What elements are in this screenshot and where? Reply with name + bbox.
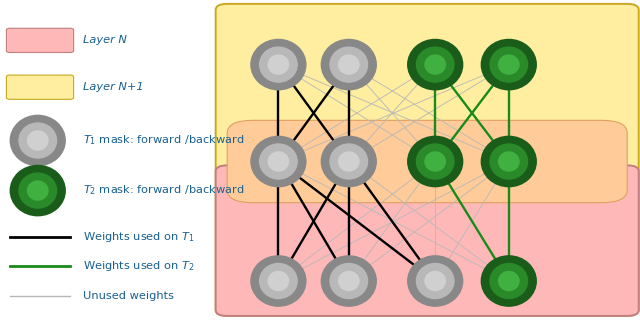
Ellipse shape: [415, 46, 455, 83]
Text: $T_2$ mask: forward /backward: $T_2$ mask: forward /backward: [83, 184, 244, 197]
Ellipse shape: [10, 115, 66, 166]
Text: Weights used on $T_1$: Weights used on $T_1$: [83, 230, 195, 245]
Ellipse shape: [489, 46, 529, 83]
Ellipse shape: [10, 165, 66, 216]
Ellipse shape: [27, 130, 49, 151]
FancyBboxPatch shape: [216, 4, 639, 316]
FancyBboxPatch shape: [227, 120, 627, 203]
Ellipse shape: [489, 143, 529, 180]
Ellipse shape: [329, 143, 369, 180]
FancyBboxPatch shape: [6, 75, 74, 99]
FancyBboxPatch shape: [6, 28, 74, 52]
Ellipse shape: [259, 143, 298, 180]
Ellipse shape: [415, 262, 455, 300]
Ellipse shape: [415, 143, 455, 180]
Ellipse shape: [481, 255, 537, 307]
Ellipse shape: [481, 39, 537, 90]
Ellipse shape: [498, 151, 520, 172]
Ellipse shape: [268, 151, 289, 172]
Ellipse shape: [338, 271, 360, 291]
Ellipse shape: [489, 262, 529, 300]
Ellipse shape: [250, 255, 307, 307]
Ellipse shape: [498, 54, 520, 75]
Ellipse shape: [18, 172, 58, 209]
Ellipse shape: [407, 136, 463, 187]
Ellipse shape: [338, 54, 360, 75]
Ellipse shape: [498, 271, 520, 291]
Ellipse shape: [18, 122, 58, 159]
Text: Layer N+1: Layer N+1: [83, 82, 144, 92]
Ellipse shape: [329, 46, 369, 83]
Ellipse shape: [321, 39, 377, 90]
Text: Unused weights: Unused weights: [83, 291, 174, 300]
Ellipse shape: [321, 136, 377, 187]
Ellipse shape: [268, 54, 289, 75]
Ellipse shape: [250, 39, 307, 90]
Ellipse shape: [259, 262, 298, 300]
Text: Weights used on $T_2$: Weights used on $T_2$: [83, 259, 195, 274]
Ellipse shape: [338, 151, 360, 172]
Ellipse shape: [424, 54, 446, 75]
Ellipse shape: [321, 255, 377, 307]
Ellipse shape: [481, 136, 537, 187]
Ellipse shape: [424, 271, 446, 291]
Ellipse shape: [407, 39, 463, 90]
Text: $T_1$ mask: forward /backward: $T_1$ mask: forward /backward: [83, 134, 244, 147]
Ellipse shape: [250, 136, 307, 187]
Text: Layer N: Layer N: [83, 36, 127, 45]
FancyBboxPatch shape: [216, 165, 639, 316]
Ellipse shape: [268, 271, 289, 291]
Ellipse shape: [424, 151, 446, 172]
Ellipse shape: [259, 46, 298, 83]
Ellipse shape: [329, 262, 369, 300]
Ellipse shape: [27, 180, 49, 201]
Ellipse shape: [407, 255, 463, 307]
